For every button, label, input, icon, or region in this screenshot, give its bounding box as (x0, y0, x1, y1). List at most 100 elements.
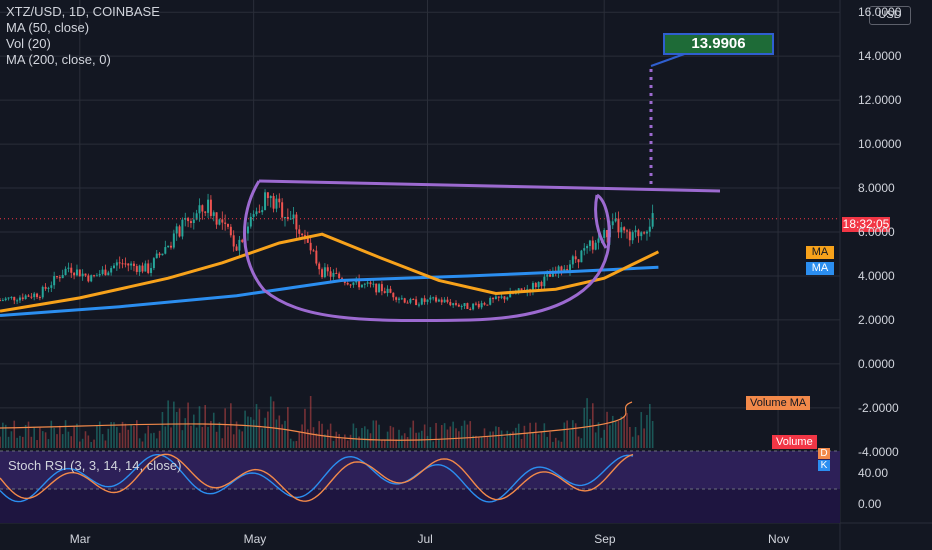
candle-body (53, 276, 56, 286)
stoch-d-line (0, 453, 634, 502)
y-tick-label: 2.0000 (858, 312, 895, 327)
volume-bar (121, 421, 124, 448)
candle-body (38, 297, 41, 299)
candle-body (209, 199, 212, 216)
candle-body (170, 245, 172, 248)
candle-body (395, 297, 398, 300)
volume-bar (173, 401, 175, 448)
candle-body (614, 218, 617, 222)
candle-body (264, 192, 267, 211)
volume-bar (611, 415, 614, 448)
volume-bar (426, 435, 429, 448)
volume-bar (506, 430, 509, 448)
volume-bar (463, 420, 466, 448)
candle-body (93, 275, 96, 277)
volume-bar (557, 440, 560, 448)
volume-bar (104, 440, 107, 448)
candle-body (218, 219, 221, 225)
candle-body (141, 265, 144, 272)
candle-body (480, 303, 483, 308)
candle-body (64, 268, 67, 276)
candle-body (366, 282, 369, 284)
volume-bar (338, 434, 340, 448)
volume-bar (509, 432, 511, 448)
volume-bar (452, 421, 454, 448)
volume-bar (269, 396, 272, 448)
volume-bar (59, 425, 61, 448)
indicator-ma50[interactable]: MA (50, close) (6, 20, 90, 35)
volume-bar (341, 438, 343, 448)
stoch-k-tag: K (818, 460, 830, 471)
candle-body (383, 291, 386, 294)
candle-body (167, 245, 170, 248)
currency-button[interactable]: USD (869, 6, 911, 25)
candle-body (375, 283, 378, 293)
volume-bar (480, 436, 483, 448)
candle-body (329, 271, 332, 277)
y-tick-label: 0.0000 (858, 356, 895, 371)
candle-body (338, 273, 341, 279)
volume-bar (361, 427, 363, 448)
candle-body (1, 300, 4, 302)
candle-body (580, 250, 583, 263)
volume-bar (224, 408, 226, 448)
candle-body (645, 231, 648, 234)
candle-body (107, 272, 110, 276)
candle-body (161, 253, 164, 256)
candle-body (520, 288, 523, 291)
volume-bar (187, 402, 189, 448)
candle-body (546, 274, 549, 277)
ma200-line (0, 265, 659, 317)
candle-body (569, 264, 571, 271)
candle-body (423, 298, 426, 302)
candle-body (113, 265, 115, 269)
volume-bar (16, 437, 18, 448)
candle-body (13, 296, 16, 301)
volume-bar (432, 441, 434, 448)
stoch-tick-40: 40.00 (858, 466, 889, 480)
stoch-rsi-label[interactable]: Stoch RSI (3, 3, 14, 14, close) (8, 458, 182, 473)
volume-bar (218, 422, 221, 448)
candle-body (398, 298, 400, 300)
candle-body (352, 282, 355, 285)
candle-body (0, 300, 1, 302)
ma200-tag: MA (806, 262, 834, 275)
volume-bar (127, 429, 130, 448)
candle-body (178, 226, 181, 237)
volume-bar (572, 420, 574, 448)
indicator-ma200[interactable]: MA (200, close, 0) (6, 52, 111, 67)
candle-body (389, 288, 392, 293)
volume-bar (252, 419, 255, 448)
volume-bar (155, 438, 158, 448)
volume-bar (19, 435, 21, 448)
volume-bar (79, 441, 81, 448)
volume-bar (389, 425, 392, 448)
volume-bar (620, 416, 623, 448)
volume-bar (281, 424, 283, 448)
candle-body (606, 230, 609, 238)
volume-bar (324, 434, 326, 448)
chart-title: XTZ/USD, 1D, COINBASE (6, 4, 160, 19)
y-tick-label: 6.0000 (858, 225, 895, 239)
indicator-volume[interactable]: Vol (20) (6, 36, 51, 51)
candle-body (486, 304, 489, 306)
volume-bar (27, 421, 30, 448)
candle-body (269, 196, 272, 199)
volume-bar (90, 441, 92, 448)
volume-bar (395, 439, 397, 448)
candle-body (30, 296, 33, 298)
candle-body (637, 230, 640, 237)
candle-body (577, 259, 580, 263)
candle-body (494, 296, 497, 300)
volume-bar (392, 427, 395, 448)
candle-body (583, 248, 586, 251)
candle-body (326, 267, 329, 272)
candle-body (272, 196, 275, 209)
candle-body (617, 218, 620, 233)
candle-body (509, 291, 512, 298)
candle-body (648, 226, 651, 232)
candle-body (221, 219, 224, 223)
volume-bar (535, 422, 537, 448)
candle-body (378, 284, 381, 293)
candle-body (380, 284, 383, 292)
